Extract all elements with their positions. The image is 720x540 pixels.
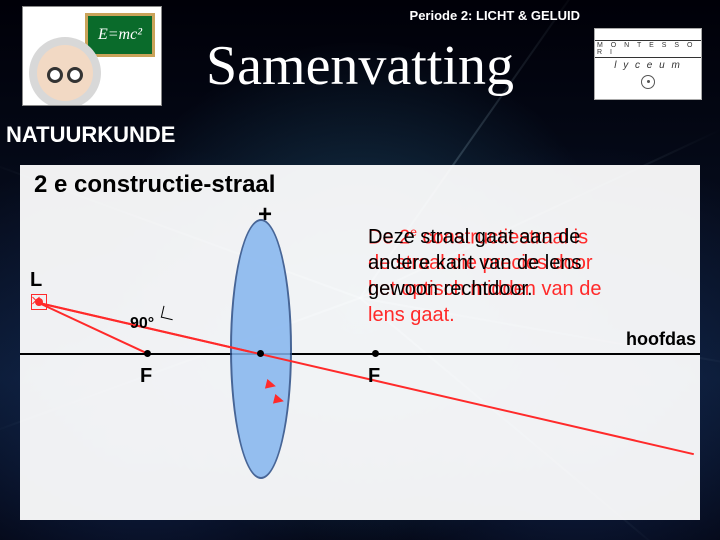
lens-diagram: + hoofdas 90° L F F De 2e constructiestr: [20, 225, 700, 520]
phrase-red-l4: lens gaat.: [368, 303, 455, 329]
ninety-label: 90°: [130, 315, 154, 333]
right-angle-marker: [161, 306, 175, 320]
principal-axis: [20, 353, 700, 355]
phrase-black-l1: Deze straal gaat aan de: [368, 225, 580, 251]
explanation-text: De 2e constructiestraal is Deze straal g…: [368, 225, 688, 329]
label-L: L: [30, 269, 42, 292]
phrase-black-l2: andere kant van de lens: [368, 251, 582, 277]
label-F-right: F: [368, 365, 380, 388]
label-F-left: F: [140, 365, 152, 388]
hoofdas-label: hoofdas: [626, 329, 696, 350]
content-panel: 2 e constructie-straal + hoofdas 90° L F…: [20, 165, 700, 520]
page-title: Samenvatting: [0, 34, 720, 98]
period-label: Periode 2: LICHT & GELUID: [410, 8, 580, 23]
phrase-black-l3: gewoon rechtdoor.: [368, 277, 533, 303]
subject-label: NATUURKUNDE: [6, 122, 175, 148]
focal-point-left: [144, 350, 151, 357]
optical-center-dot: [257, 350, 264, 357]
focal-point-right: [372, 350, 379, 357]
slide-subtitle: 2 e constructie-straal: [34, 171, 275, 199]
